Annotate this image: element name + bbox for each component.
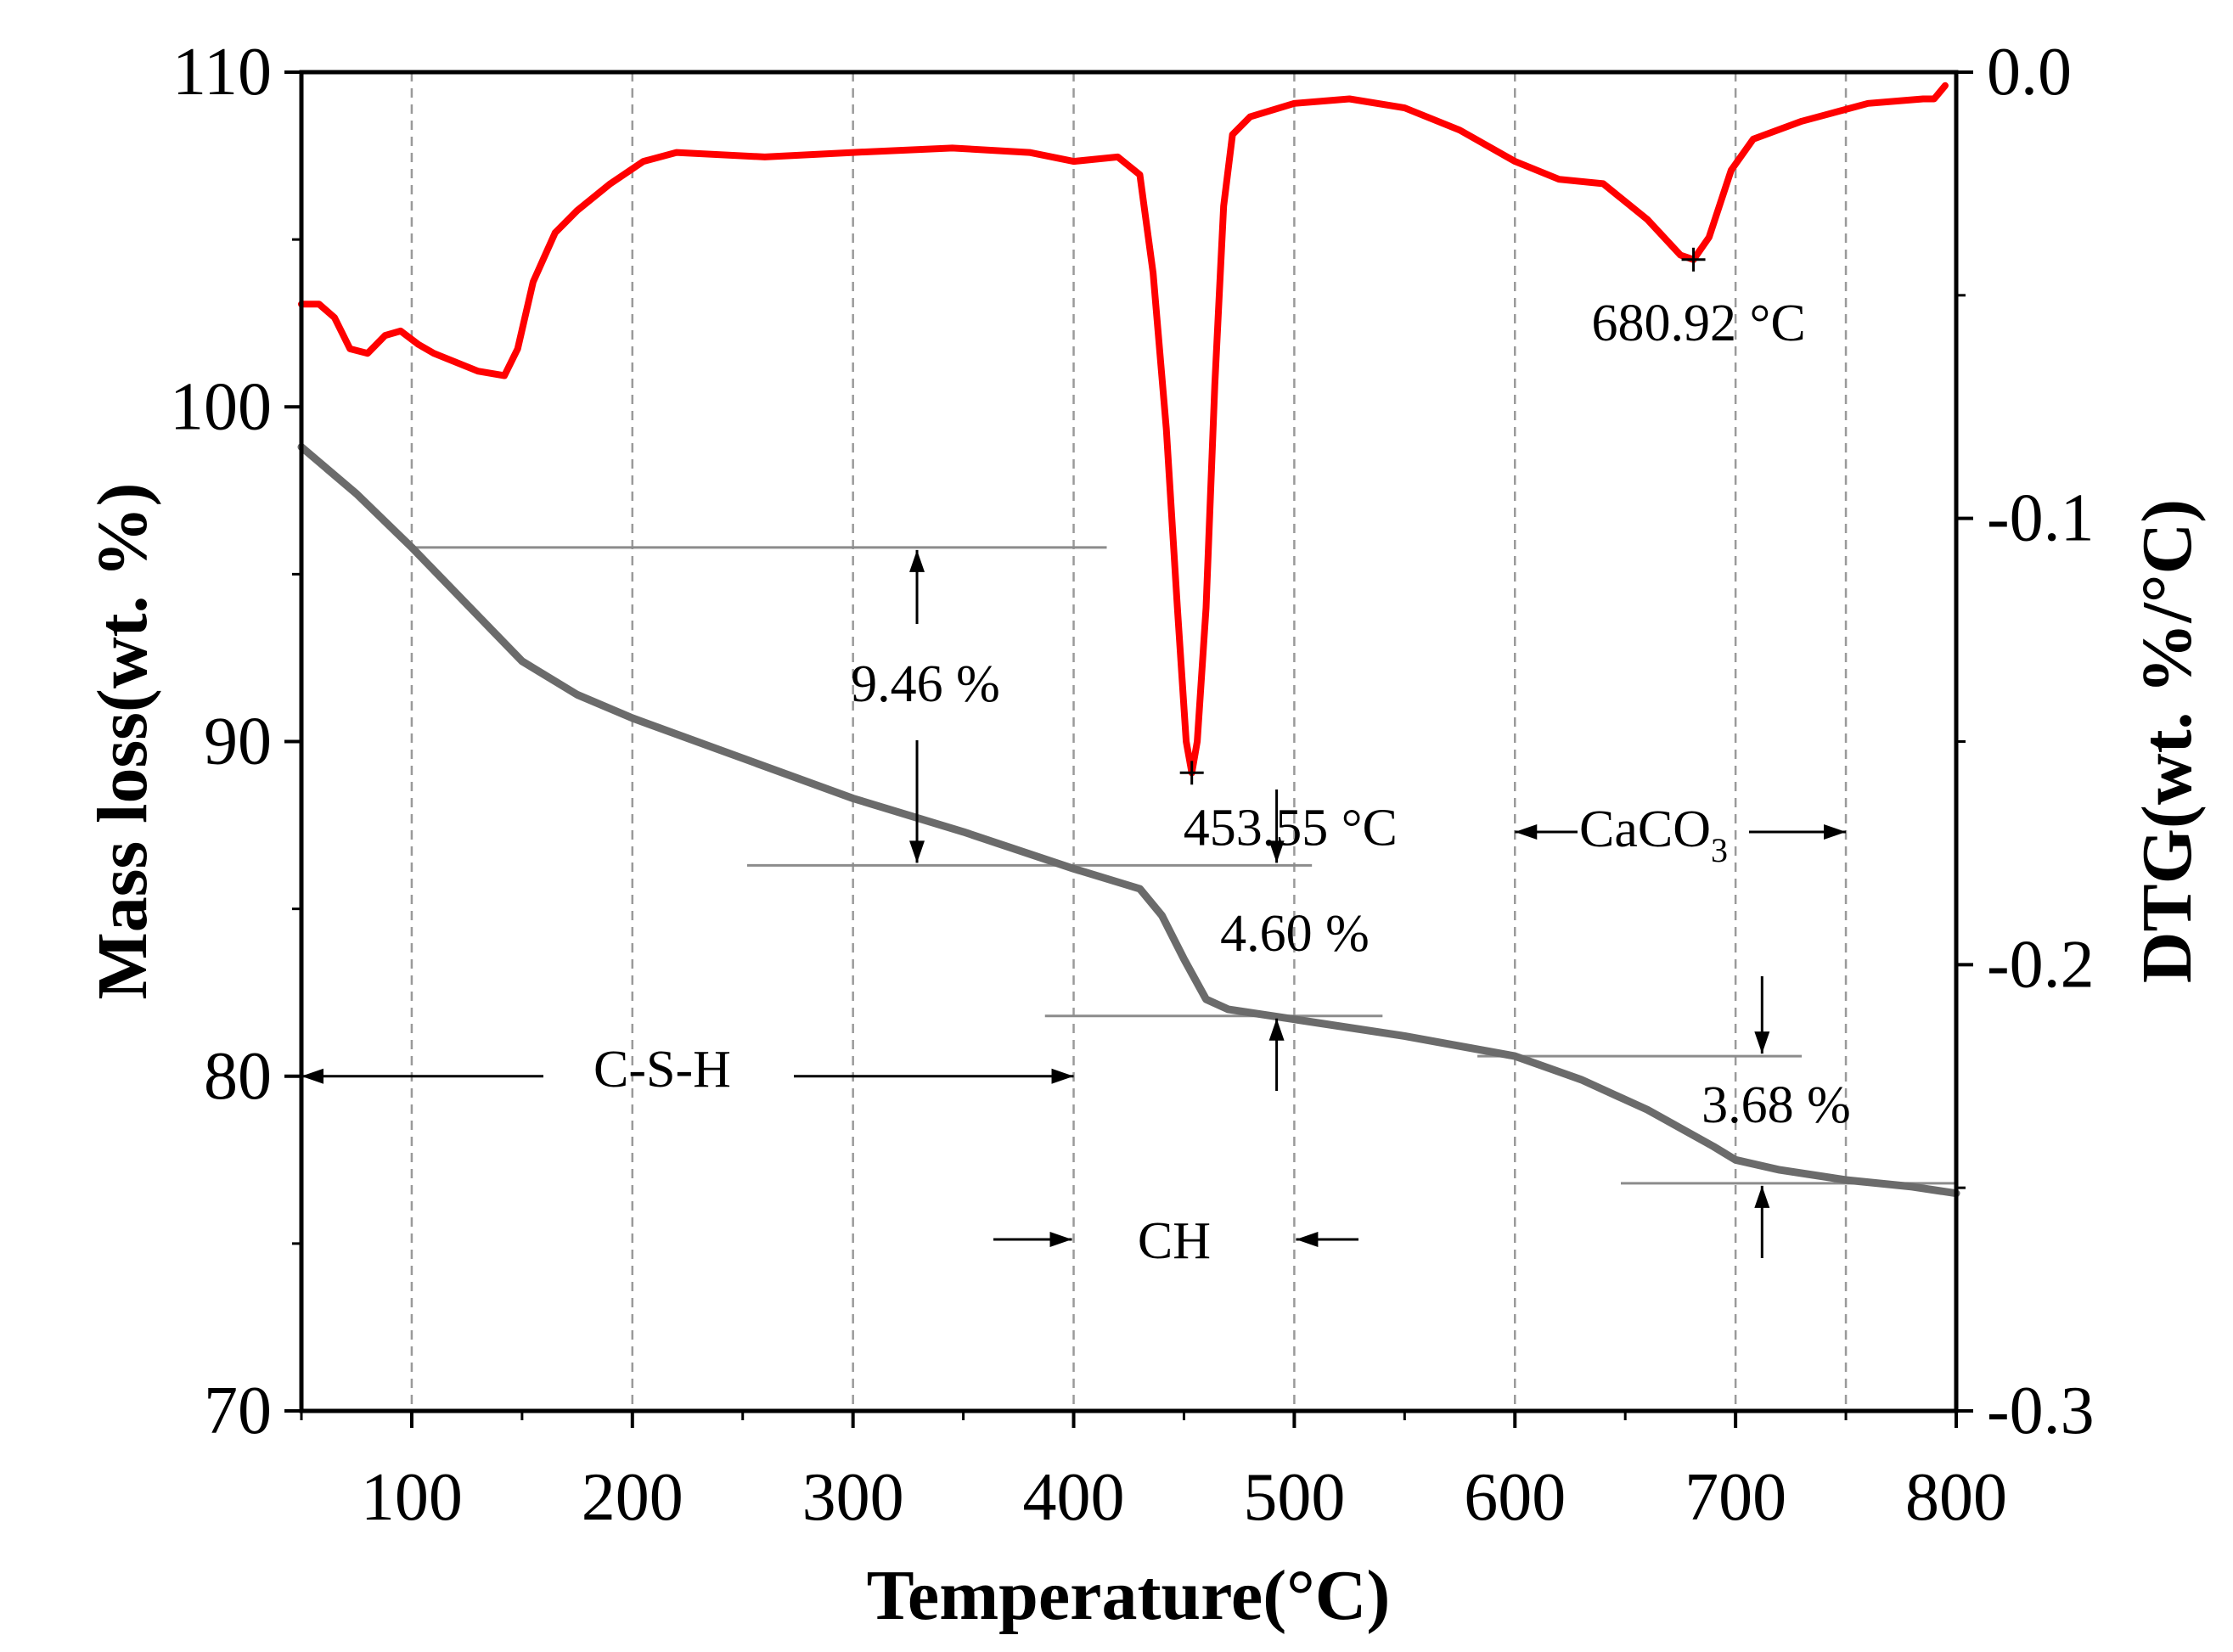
y-left-axis-label: Mass loss(wt. %)	[83, 483, 162, 1000]
annotation-arrows	[301, 549, 1847, 1258]
arrow-caco3-right	[1749, 824, 1847, 840]
x-tick-label-100: 100	[361, 1460, 463, 1535]
data-series	[297, 81, 1960, 1198]
arrow-csh-right	[794, 1068, 1074, 1084]
plot-frame	[299, 70, 1959, 1413]
x-tick-label-500: 500	[1243, 1460, 1345, 1535]
peak-marker-680	[1681, 247, 1706, 272]
y-left-tick-label-90: 90	[204, 705, 272, 779]
y-left-axis-ticks: 70 80 90 100 110	[170, 35, 301, 1448]
arrow-caco3-left	[1515, 824, 1578, 840]
y-right-tick-label-0: -0.3	[1987, 1374, 2095, 1448]
y-left-tick-label-80: 80	[204, 1039, 272, 1114]
arrow-ch-down	[1268, 789, 1285, 863]
mass-loss-ch-label: 4.60 %	[1220, 905, 1370, 963]
peak-marker-453	[1179, 761, 1204, 785]
arrow-ch-left	[993, 1232, 1072, 1247]
arrow-csh-down	[909, 740, 925, 863]
arrow-csh-up	[909, 549, 925, 624]
arrow-csh-left	[301, 1068, 543, 1084]
mass-loss-caco3-label: 3.68 %	[1701, 1076, 1851, 1134]
arrow-caco3-down	[1754, 976, 1770, 1054]
arrow-ch-right	[1296, 1232, 1358, 1247]
y-right-tick-label-1: -0.2	[1987, 927, 2095, 1002]
vertical-gridlines	[410, 72, 1848, 1411]
y-right-tick-label-2: -0.1	[1987, 481, 2095, 556]
region-label-ch: CH	[1138, 1212, 1211, 1270]
y-right-tick-label-3: 0.0	[1987, 35, 2072, 110]
y-right-axis-ticks: -0.3 -0.2 -0.1 0.0	[1956, 35, 2095, 1448]
x-tick-label-800: 800	[1905, 1460, 2007, 1535]
x-tick-label-300: 300	[802, 1460, 904, 1535]
x-tick-label-400: 400	[1023, 1460, 1125, 1535]
region-label-csh: C-S-H	[593, 1041, 731, 1099]
region-label-caco3: CaCO3	[1579, 801, 1728, 869]
arrow-caco3-up	[1754, 1185, 1770, 1258]
y-left-tick-label-70: 70	[204, 1374, 272, 1448]
series-line-tg	[297, 443, 1960, 1198]
y-right-axis-label: DTG(wt. %/°C)	[2128, 499, 2207, 983]
y-left-tick-label-100: 100	[170, 369, 272, 444]
arrow-ch-up	[1268, 1018, 1285, 1091]
y-left-tick-label-110: 110	[172, 35, 272, 110]
x-axis-label: Temperature(°C)	[867, 1556, 1391, 1635]
peak-label-680: 680.92 °C	[1592, 295, 1806, 352]
x-tick-label-200: 200	[582, 1460, 683, 1535]
series-line-dtg	[298, 81, 1949, 777]
peak-label-453: 453.55 °C	[1184, 799, 1398, 857]
x-tick-label-600: 600	[1464, 1460, 1566, 1535]
x-tick-label-700: 700	[1685, 1460, 1786, 1535]
mass-loss-csh-label: 9.46 %	[851, 655, 1000, 713]
x-axis-ticks: 100 200 300 400 500 600 700 800	[300, 1411, 2007, 1535]
